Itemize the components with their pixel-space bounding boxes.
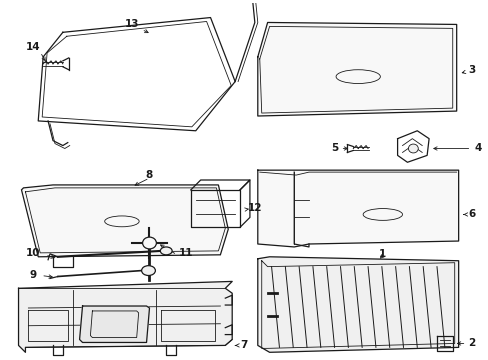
Text: 1: 1 — [378, 249, 386, 259]
Text: 7: 7 — [240, 341, 247, 350]
Text: 3: 3 — [468, 65, 475, 75]
Polygon shape — [80, 306, 149, 342]
Text: 4: 4 — [473, 144, 481, 153]
Text: 6: 6 — [468, 210, 475, 220]
Text: 10: 10 — [26, 248, 41, 258]
Ellipse shape — [160, 247, 172, 255]
Ellipse shape — [142, 237, 156, 249]
Text: 2: 2 — [468, 338, 475, 348]
Text: 14: 14 — [26, 42, 41, 52]
Polygon shape — [19, 282, 232, 352]
Ellipse shape — [142, 266, 155, 275]
Polygon shape — [257, 22, 456, 116]
Text: 5: 5 — [330, 144, 338, 153]
Text: 9: 9 — [30, 270, 37, 279]
Text: 12: 12 — [247, 203, 262, 212]
Ellipse shape — [407, 144, 417, 153]
Text: 11: 11 — [179, 248, 193, 258]
Polygon shape — [21, 185, 228, 257]
Text: 8: 8 — [145, 170, 153, 180]
Polygon shape — [257, 257, 458, 352]
Text: 13: 13 — [124, 19, 139, 30]
Polygon shape — [257, 170, 458, 247]
